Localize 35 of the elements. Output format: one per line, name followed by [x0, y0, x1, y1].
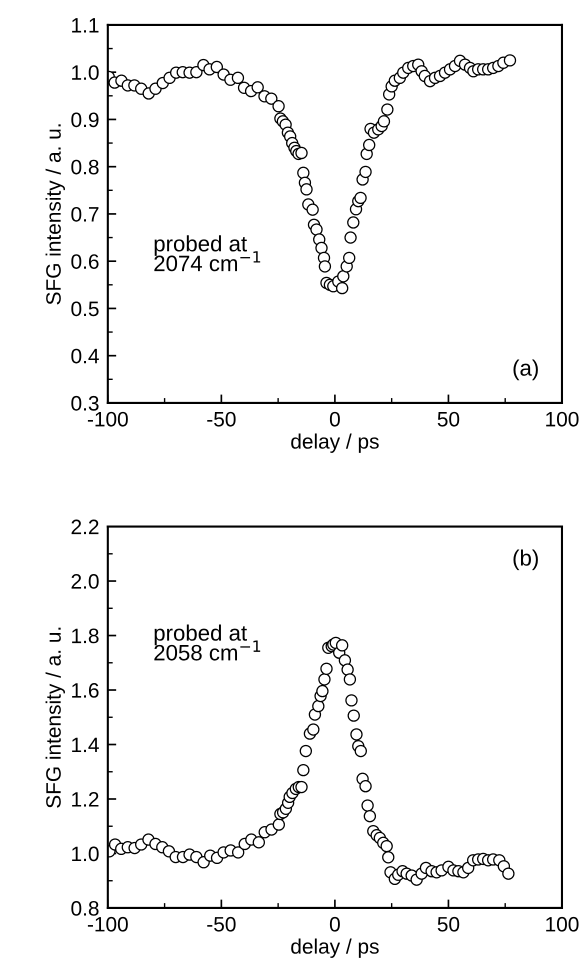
y-tick-label: 1.0 — [72, 65, 99, 80]
x-tick-label: -50 — [207, 916, 236, 932]
x-tick-label: 100 — [546, 412, 579, 427]
y-tick-label: 1.2 — [72, 792, 98, 807]
y-axis-title: SFG intensity / a. u. — [46, 124, 65, 304]
y-tick-label: 0.9 — [71, 112, 99, 128]
y-tick-label: 0.3 — [71, 396, 99, 411]
x-axis-title: delay / ps — [291, 433, 379, 453]
annotation: probed at 2074 cm$^{−1}$ — [154, 235, 260, 272]
annotation: (b) — [513, 549, 538, 570]
x-axis-title: delay / ps — [291, 938, 379, 958]
x-tick-label: -100 — [88, 412, 128, 427]
y-tick-label: 0.6 — [71, 254, 99, 269]
y-tick-label: 0.4 — [71, 348, 99, 364]
x-tick-label: 50 — [438, 916, 460, 932]
y-tick-label: 0.8 — [71, 160, 99, 174]
y-tick-label: 2.0 — [72, 574, 99, 589]
annotation: probed at 2058 cm$^{−1}$ — [154, 624, 260, 661]
y-tick-label: 1.4 — [72, 738, 99, 752]
x-tick-label: 100 — [546, 916, 579, 932]
y-tick-label: 2.2 — [72, 520, 98, 534]
annotation: (a) — [513, 360, 538, 380]
y-axis-title: SFG intensity / a. u. — [46, 628, 65, 808]
y-tick-label: 1.8 — [72, 628, 99, 644]
y-tick-label: 1.6 — [72, 683, 99, 698]
y-tick-label: 0.7 — [71, 206, 98, 222]
y-tick-label: 1.0 — [72, 846, 99, 862]
y-tick-label: 1.1 — [72, 18, 98, 32]
x-tick-label: 50 — [438, 412, 460, 427]
x-tick-label: 0 — [330, 412, 340, 427]
x-tick-label: -50 — [207, 412, 236, 427]
y-tick-label: 0.5 — [71, 301, 99, 316]
y-tick-label: 0.8 — [71, 900, 99, 916]
x-tick-label: -100 — [88, 916, 128, 932]
x-tick-label: 0 — [330, 916, 340, 932]
